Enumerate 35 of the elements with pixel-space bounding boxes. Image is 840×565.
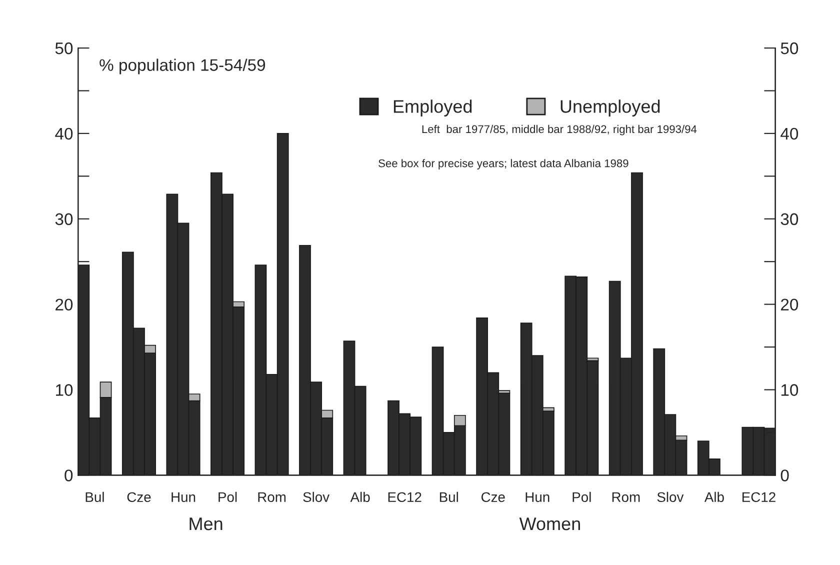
y2-tick-label: 20	[781, 298, 798, 311]
y2-tick-label: 0	[780, 470, 789, 482]
text: Women	[519, 518, 580, 530]
x-tick-label: Rom	[612, 492, 640, 502]
y-tick-label: 50	[55, 42, 73, 54]
y-tick-label: 30	[55, 213, 73, 226]
x-tick-label: EC12	[742, 492, 776, 502]
x-tick-label: Pol	[572, 492, 591, 502]
x-tick-label: EC12	[388, 492, 422, 502]
text: Men	[190, 518, 222, 530]
x-tick-label: Slov	[657, 492, 684, 502]
y2-tick-label: 30	[780, 213, 798, 226]
legend-label: Employed	[394, 100, 472, 116]
x-tick-label: Pol	[218, 492, 237, 502]
legend-label: Unemployed	[560, 100, 660, 116]
annotation: Left bar 1977/85, middle bar 1988/92, right bar 1993/94	[422, 124, 697, 136]
x-tick-label: Hun	[526, 492, 550, 502]
y2-tick-label: 40	[780, 128, 798, 140]
annotation: See box for precise years; latest data Albania 1989	[378, 159, 628, 170]
y-tick-label: 0	[64, 470, 73, 482]
x-tick-label: Alb	[350, 492, 370, 502]
x-tick-label: Bul	[440, 492, 458, 502]
x-tick-label: Rom	[258, 492, 286, 502]
x-tick-label: Bul	[86, 492, 104, 502]
y-tick-label: 20	[56, 298, 73, 311]
x-tick-label: Hun	[172, 492, 196, 502]
x-tick-label: Cze	[481, 492, 505, 502]
y2-tick-label: 10	[781, 384, 798, 396]
x-tick-label: Slov	[303, 492, 330, 502]
x-tick-label: Cze	[127, 492, 151, 502]
y-tick-label: 40	[55, 128, 73, 140]
y2-tick-label: 50	[780, 42, 798, 54]
y-tick-label: 10	[56, 384, 73, 396]
x-tick-label: Alb	[704, 492, 724, 502]
annotation: % population 15-54/59	[100, 58, 266, 74]
